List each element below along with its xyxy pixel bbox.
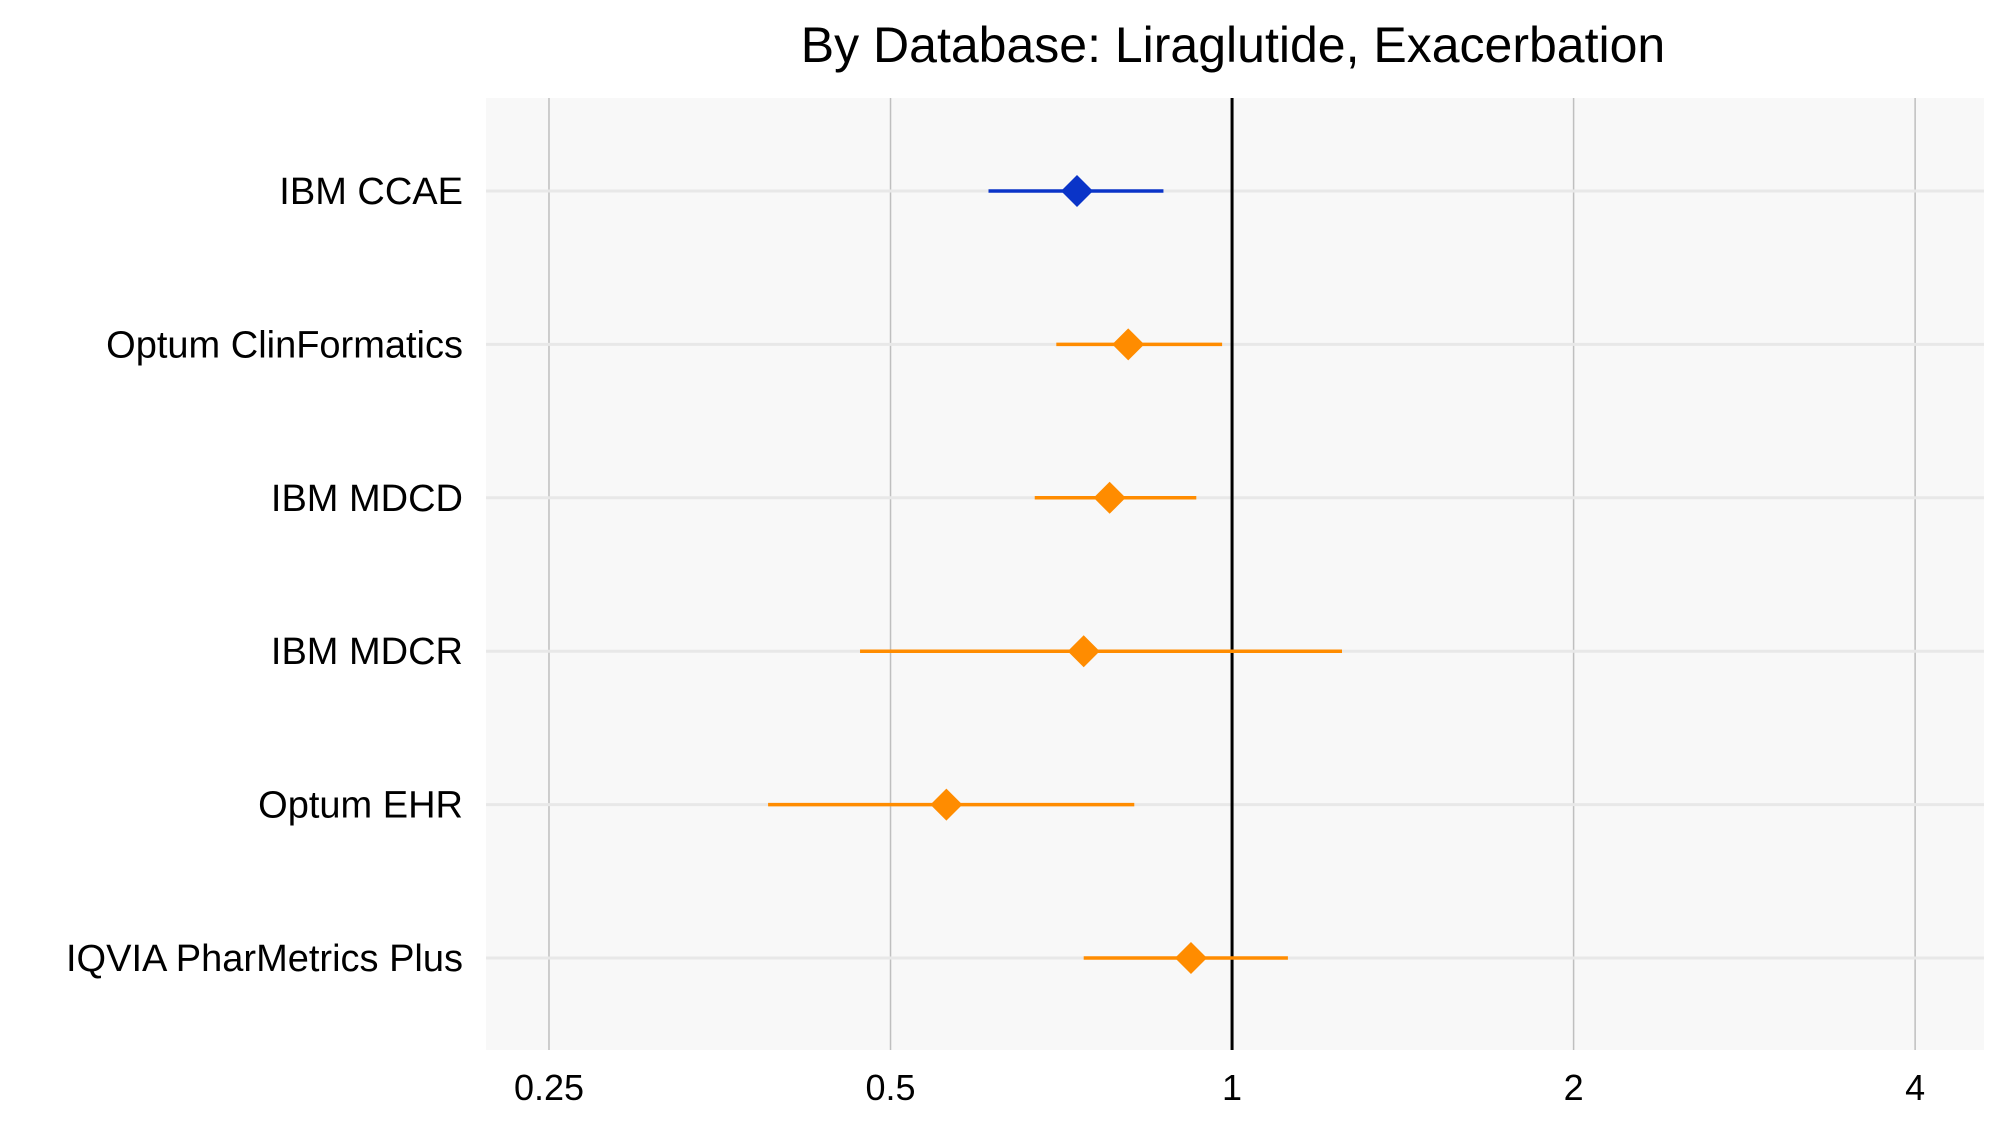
estimate-point bbox=[1067, 635, 1100, 668]
x-tick-label: 0.25 bbox=[514, 1067, 584, 1108]
x-tick-label: 1 bbox=[1222, 1067, 1242, 1108]
database-label: Optum ClinFormatics bbox=[106, 324, 463, 366]
x-tick-label: 0.5 bbox=[866, 1067, 916, 1108]
y-axis-labels: IBM CCAE Optum ClinFormatics IBM MDCD IBM M… bbox=[66, 171, 463, 980]
horizontal-gridlines bbox=[486, 189, 1984, 960]
database-label: IBM MDCR bbox=[271, 631, 463, 673]
database-label: IBM CCAE bbox=[279, 171, 463, 213]
x-axis-tick-labels: 0.25 0.5 1 2 4 bbox=[514, 1067, 1925, 1108]
estimate-point bbox=[1174, 942, 1207, 974]
vertical-gridlines bbox=[548, 98, 1916, 1050]
database-label: Optum EHR bbox=[258, 785, 463, 827]
x-tick-label: 4 bbox=[1905, 1067, 1925, 1108]
estimate-point bbox=[930, 788, 963, 821]
plot-panel bbox=[486, 98, 1984, 1050]
database-label: IBM MDCD bbox=[271, 478, 463, 520]
point-estimates bbox=[930, 175, 1207, 974]
chart-title: By Database: Liraglutide, Exacerbation bbox=[801, 17, 1665, 73]
x-tick-label: 2 bbox=[1564, 1067, 1584, 1108]
database-label: IQVIA PharMetrics Plus bbox=[66, 938, 463, 980]
estimate-point bbox=[1112, 328, 1145, 361]
estimate-point bbox=[1060, 175, 1093, 207]
estimate-point bbox=[1093, 481, 1126, 514]
